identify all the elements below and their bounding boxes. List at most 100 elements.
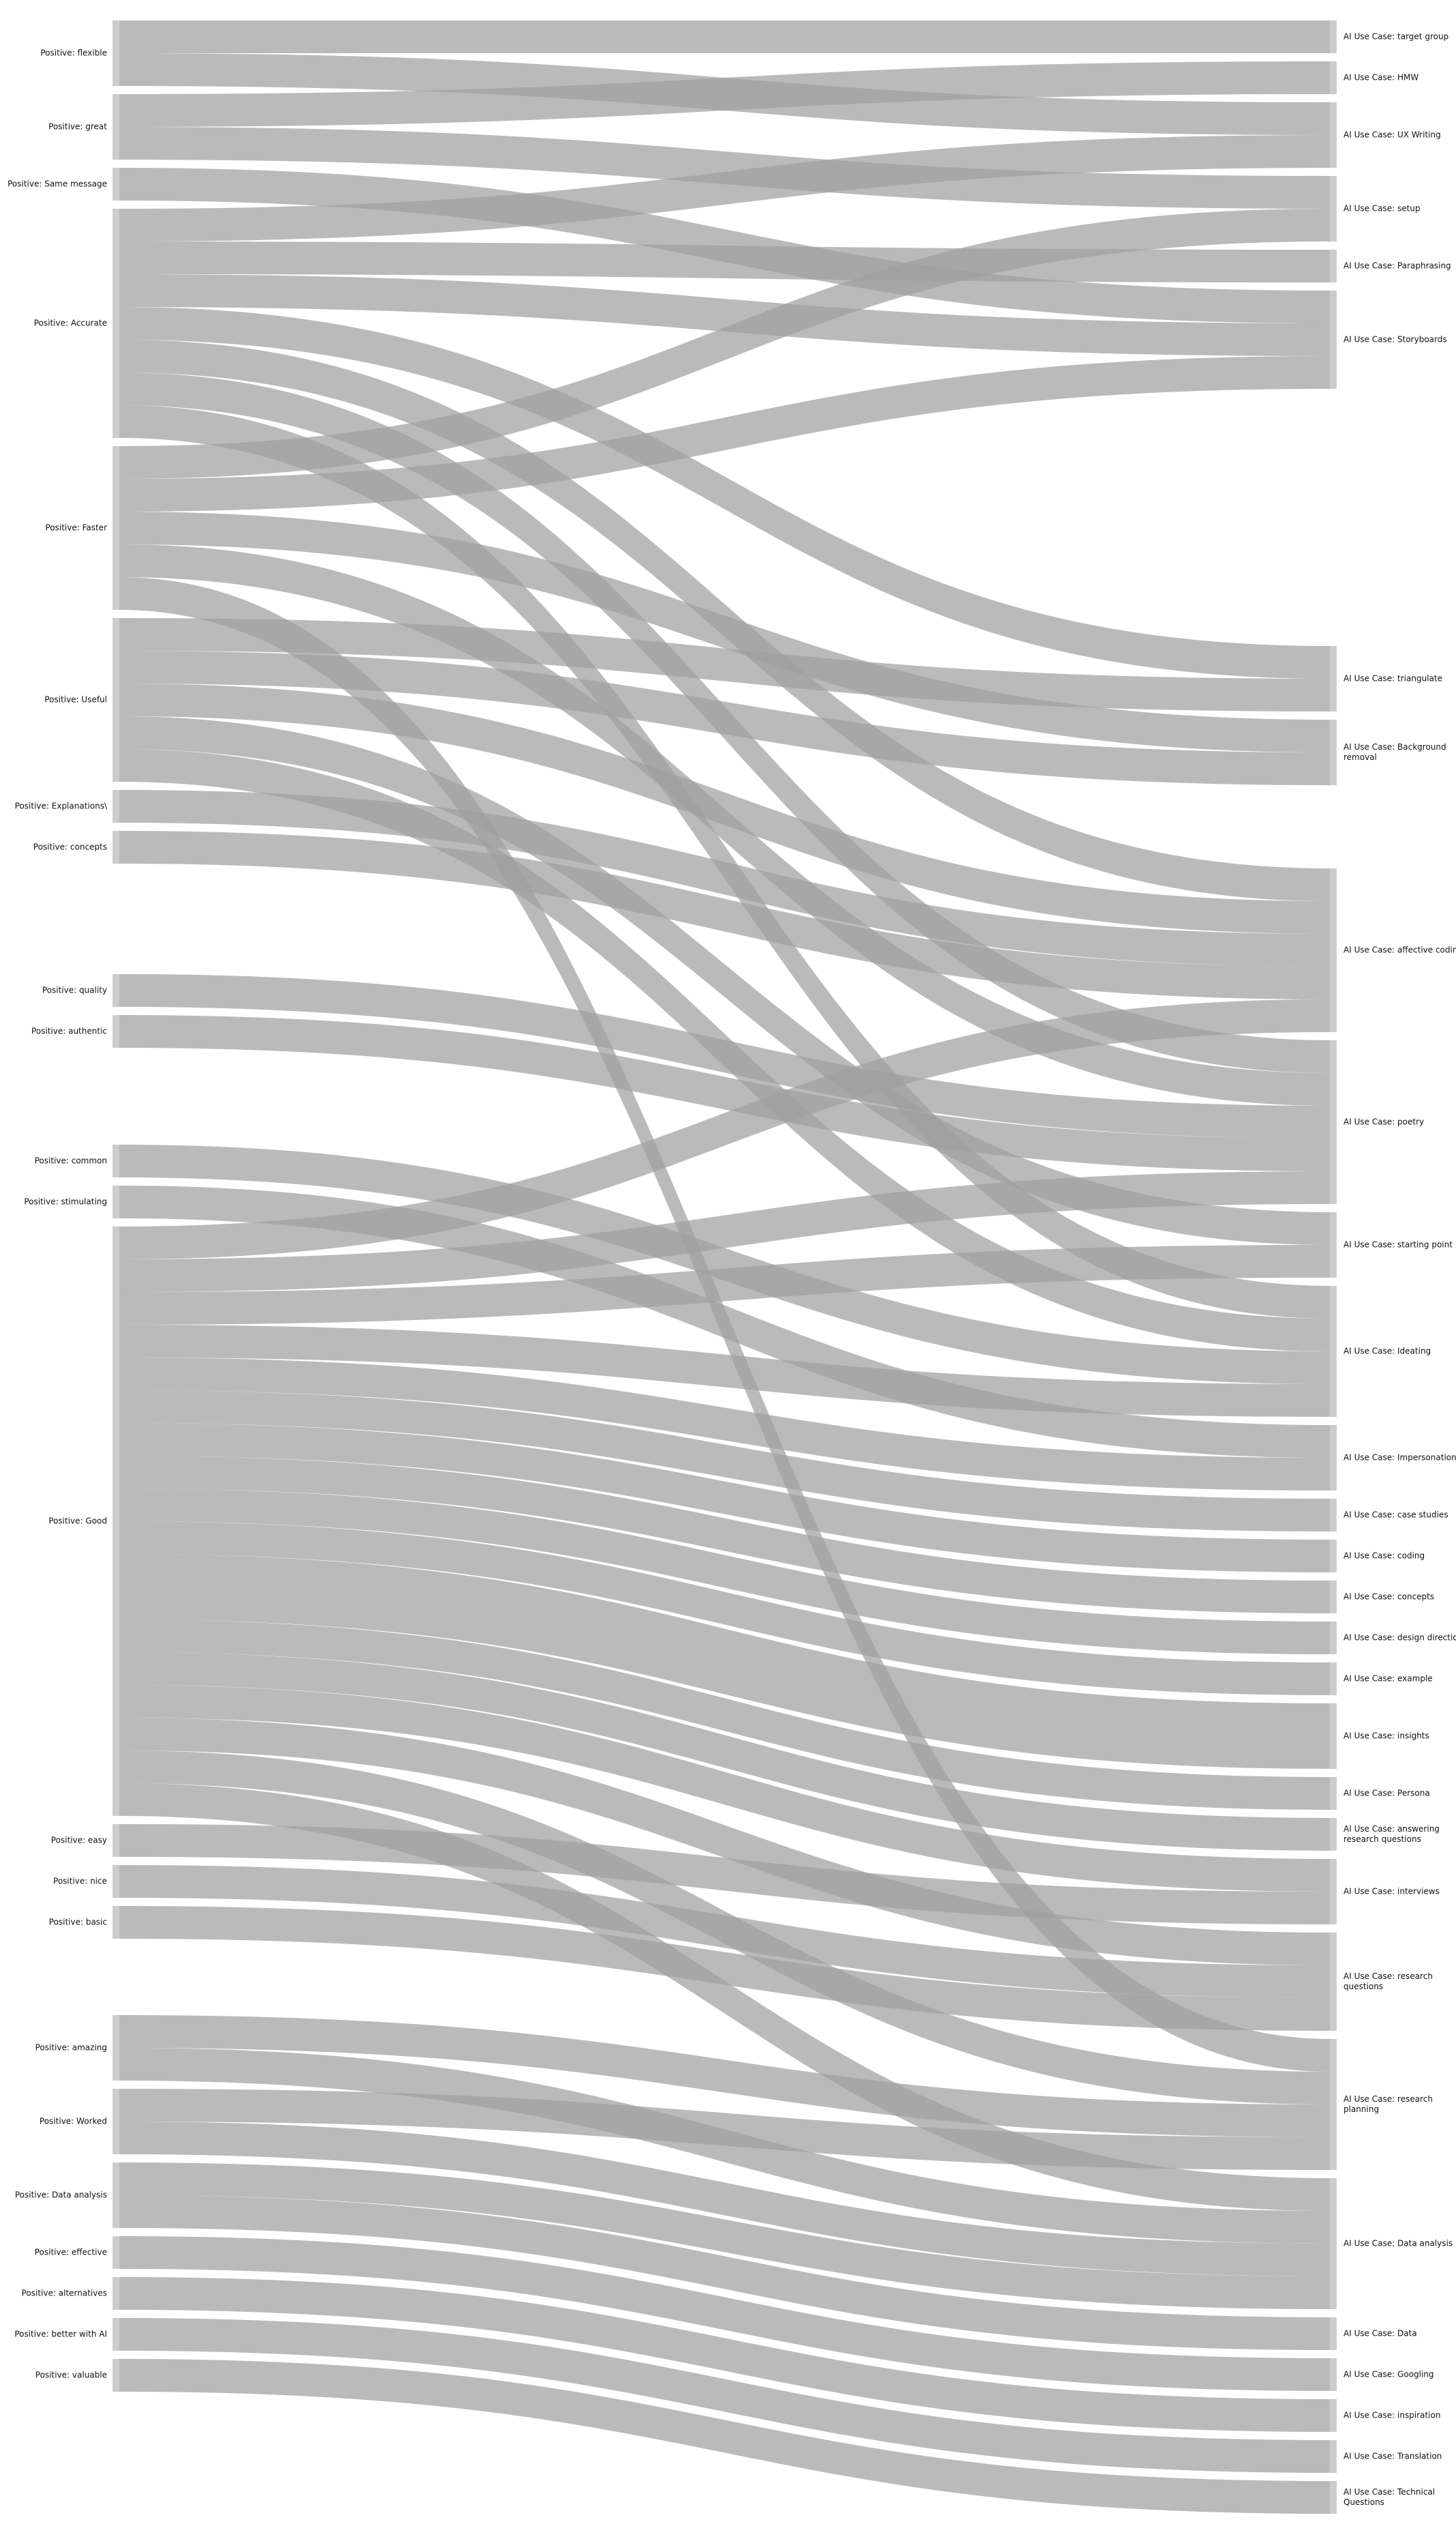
label-right-research_questions-line-2: questions (1343, 1982, 1383, 1991)
node-left-valuable (113, 2359, 119, 2392)
node-left-good (113, 1227, 119, 1816)
label-right-background_removal-line-1: AI Use Case: Background (1343, 742, 1446, 752)
flow-good-to-poetry (119, 1171, 1330, 1292)
node-right-answering_rq (1330, 1818, 1337, 1851)
flow-good-to-data_analysis_uc (119, 1783, 1330, 2211)
node-right-affective_coding (1330, 868, 1337, 1032)
flow-stimulating-to-impersonation (119, 1186, 1330, 1458)
flow-accurate-to-triangulate (119, 307, 1330, 679)
label-right-insights: AI Use Case: insights (1343, 1731, 1429, 1741)
label-left-common: Positive: common (35, 1156, 107, 1166)
flow-data_analysis_pos-to-data_analysis_uc (119, 2162, 1330, 2309)
label-left-quality: Positive: quality (42, 986, 107, 995)
flow-amazing-to-research_planning (119, 2015, 1330, 2137)
label-right-research_planning-line-1: AI Use Case: research (1343, 2094, 1433, 2104)
label-right-example: AI Use Case: example (1343, 1674, 1433, 1684)
flow-good-to-coding (119, 1423, 1330, 1572)
node-right-storyboards (1330, 291, 1337, 389)
node-left-same_message (113, 168, 119, 201)
label-right-technical_questions-line-2: Questions (1343, 2497, 1384, 2507)
label-left-valuable: Positive: valuable (35, 2371, 107, 2380)
label-right-research_questions-line-1: AI Use Case: research (1343, 1971, 1433, 1981)
flow-great-to-hmw (119, 61, 1330, 127)
node-right-ux_writing (1330, 102, 1337, 168)
label-right-affective_coding: AI Use Case: affective coding (1343, 945, 1456, 955)
label-right-technical_questions-line-1: AI Use Case: Technical (1343, 2487, 1435, 2497)
flow-useful-to-triangulate (119, 618, 1330, 711)
flow-faster-to-setup (119, 209, 1330, 479)
node-left-flexible (113, 20, 119, 86)
label-left-flexible: Positive: flexible (40, 48, 107, 58)
flow-better_with_ai-to-translation (119, 2318, 1330, 2473)
label-right-concepts_uc: AI Use Case: concepts (1343, 1592, 1434, 1602)
label-left-good: Positive: Good (48, 1516, 107, 1526)
flow-concepts-to-affective_coding (119, 831, 1330, 999)
label-right-storyboards: AI Use Case: Storyboards (1343, 335, 1447, 344)
flow-quality-to-poetry (119, 974, 1330, 1139)
label-right-persona: AI Use Case: Persona (1343, 1789, 1430, 1798)
label-right-answering_rq-line-1: AI Use Case: answering (1343, 1824, 1440, 1834)
node-right-setup (1330, 176, 1337, 241)
node-right-starting_point (1330, 1212, 1337, 1278)
node-right-impersonation (1330, 1425, 1337, 1491)
label-left-explanations: Positive: Explanations\ (15, 802, 108, 811)
label-left-faster: Positive: Faster (45, 523, 107, 533)
node-left-explanations (113, 790, 119, 823)
node-right-triangulate (1330, 646, 1337, 711)
label-left-authentic: Positive: authentic (31, 1027, 107, 1036)
flow-worked-to-research_planning (119, 2089, 1330, 2170)
label-right-paraphrasing: AI Use Case: Paraphrasing (1343, 261, 1451, 271)
node-right-technical_questions (1330, 2481, 1337, 2514)
label-right-translation: AI Use Case: Translation (1343, 2452, 1442, 2461)
node-left-great (113, 94, 119, 160)
flow-useful-to-affective_coding (119, 684, 1330, 934)
label-right-inspiration: AI Use Case: inspiration (1343, 2411, 1440, 2420)
flow-nice-to-research_questions (119, 1865, 1330, 1998)
node-left-nice (113, 1865, 119, 1898)
label-right-research_planning-line-2: planning (1343, 2104, 1379, 2114)
node-right-coding (1330, 1540, 1337, 1572)
label-right-triangulate: AI Use Case: triangulate (1343, 674, 1442, 684)
flow-great-to-setup (119, 127, 1330, 209)
node-left-stimulating (113, 1186, 119, 1218)
flow-good-to-concepts_uc (119, 1456, 1330, 1613)
label-right-impersonation: AI Use Case: Impersonation (1343, 1453, 1456, 1463)
flow-good-to-answering_rq (119, 1652, 1330, 1851)
flow-faster-to-background_removal (119, 512, 1330, 752)
node-left-useful (113, 618, 119, 782)
node-right-data (1330, 2317, 1337, 2350)
label-left-alternatives: Positive: alternatives (22, 2289, 107, 2298)
label-left-concepts: Positive: concepts (33, 842, 107, 852)
node-right-hmw (1330, 61, 1337, 94)
label-right-setup: AI Use Case: setup (1343, 204, 1421, 214)
flow-alternatives-to-inspiration (119, 2277, 1330, 2432)
node-left-worked (113, 2089, 119, 2154)
label-right-design_direction: AI Use Case: design direction (1343, 1633, 1456, 1643)
label-left-accurate: Positive: Accurate (34, 319, 107, 328)
label-right-background_removal-line-2: removal (1343, 752, 1377, 762)
label-left-data_analysis_pos: Positive: Data analysis (15, 2190, 107, 2200)
node-right-concepts_uc (1330, 1581, 1337, 1613)
label-left-useful: Positive: Useful (44, 695, 107, 705)
flow-good-to-case_studies (119, 1390, 1330, 1531)
flow-explanations-to-affective_coding (119, 790, 1330, 967)
flow-good-to-ideating (119, 1325, 1330, 1417)
flow-good-to-design_direction (119, 1488, 1330, 1654)
flow-good-to-starting_point (119, 1245, 1330, 1325)
node-right-research_planning (1330, 2039, 1337, 2170)
label-left-easy: Positive: easy (51, 1836, 107, 1845)
flow-good-to-interviews (119, 1685, 1330, 1892)
flow-flexible-to-target_group (119, 20, 1330, 53)
label-right-data: AI Use Case: Data (1343, 2329, 1417, 2338)
node-left-easy (113, 1824, 119, 1857)
label-right-target_group: AI Use Case: target group (1343, 32, 1448, 42)
node-right-translation (1330, 2440, 1337, 2473)
node-right-ideating (1330, 1286, 1337, 1417)
label-left-basic: Positive: basic (49, 1918, 107, 1927)
node-left-accurate (113, 209, 119, 438)
node-left-concepts (113, 831, 119, 864)
flow-good-to-example (119, 1521, 1330, 1695)
node-left-better_with_ai (113, 2318, 119, 2351)
node-left-common (113, 1145, 119, 1177)
